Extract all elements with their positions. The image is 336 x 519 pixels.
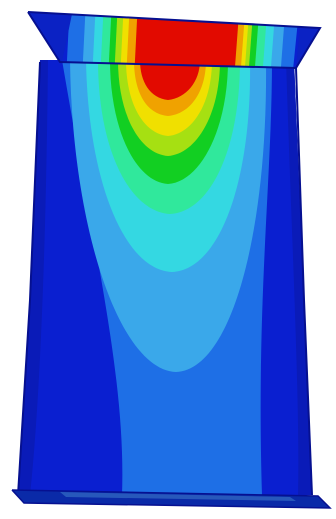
bottom-flange <box>11 489 332 509</box>
bottom-flange-highlight <box>60 492 296 501</box>
bottom-flange-edge <box>11 489 332 509</box>
body-outline <box>17 61 313 496</box>
band-9 <box>140 60 200 100</box>
top-flange <box>28 12 320 68</box>
flange-left-shade <box>28 12 72 62</box>
